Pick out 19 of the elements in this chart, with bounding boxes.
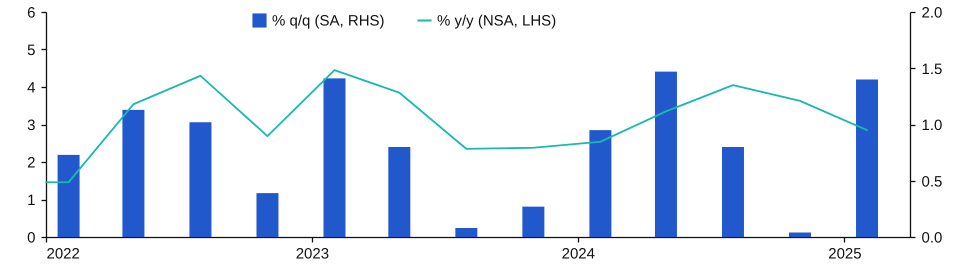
y-tick-label: 1 (27, 192, 36, 209)
y2-tick-label: 1.0 (922, 117, 942, 134)
y-tick-label: 2 (27, 154, 36, 172)
x-tick-label: 2022 (46, 246, 80, 262)
y2-tick-label: 0.0 (922, 230, 942, 246)
x-tick-label: 2025 (828, 246, 862, 262)
y2-tick-label: 0.5 (922, 173, 942, 190)
y-tick-label: 6 (27, 4, 36, 22)
legend-label: % y/y (NSA, LHS) (437, 12, 556, 30)
line-series (45, 69, 868, 184)
y2-tick-label: 1.5 (922, 60, 942, 78)
y-tick-label: 5 (27, 42, 36, 59)
x-tick-label: 2024 (562, 246, 595, 262)
legend-label: % q/q (SA, RHS) (272, 12, 385, 30)
y-tick-label: 0 (27, 230, 36, 246)
x-tick-label: 2023 (296, 246, 330, 262)
y-tick-label: 4 (27, 80, 36, 96)
y-tick-label: 3 (27, 117, 36, 134)
y2-tick-label: 2.0 (922, 4, 942, 22)
